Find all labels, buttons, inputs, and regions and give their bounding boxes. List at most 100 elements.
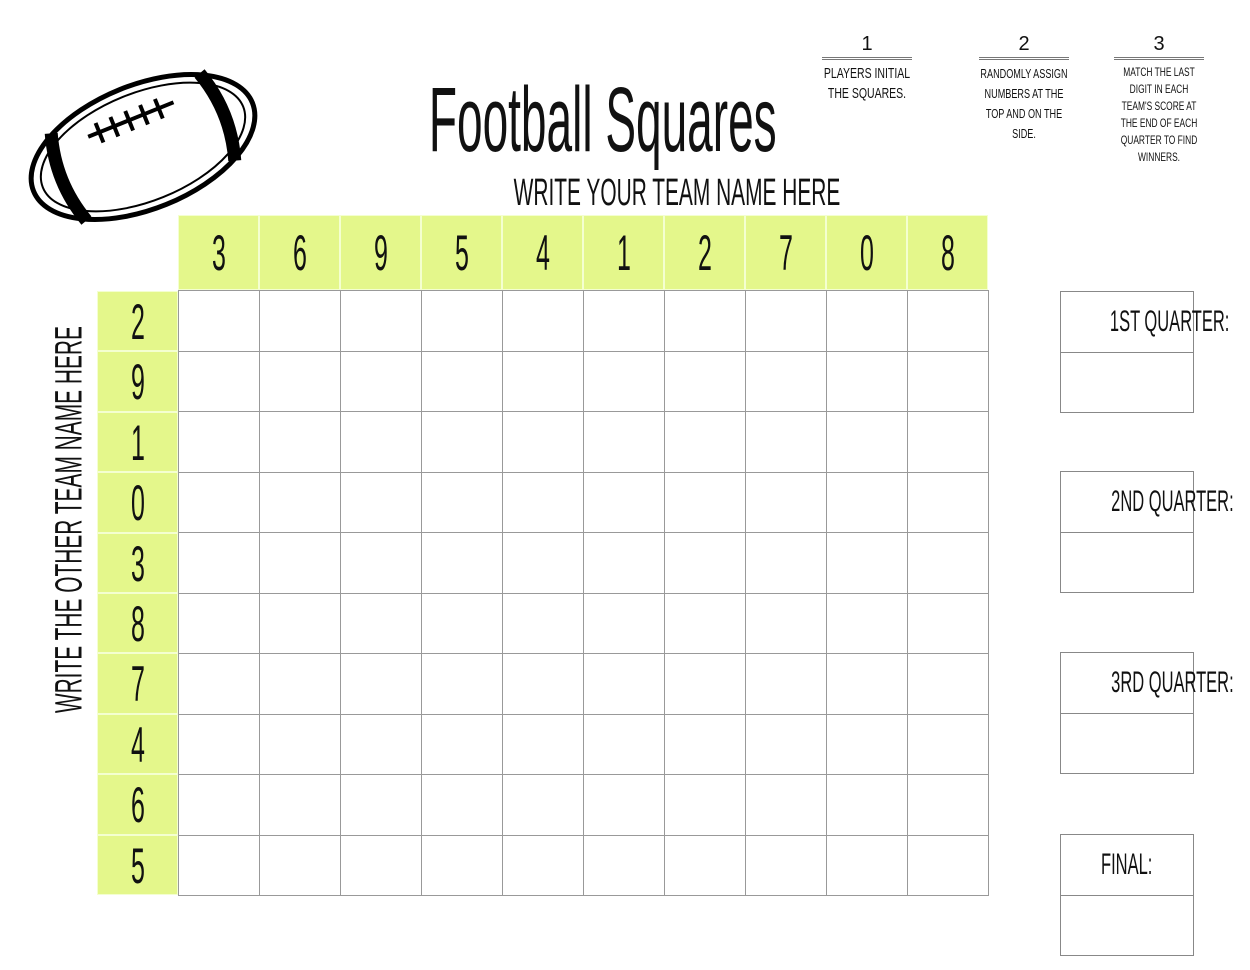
square[interactable] [746, 654, 827, 715]
quarter-winner-field[interactable] [1061, 714, 1193, 773]
square[interactable] [827, 533, 908, 594]
square[interactable] [179, 654, 260, 715]
square[interactable] [260, 351, 341, 412]
square[interactable] [908, 291, 989, 352]
square[interactable] [341, 654, 422, 715]
square[interactable] [341, 351, 422, 412]
square[interactable] [908, 714, 989, 775]
square[interactable] [422, 351, 503, 412]
square[interactable] [422, 472, 503, 533]
square[interactable] [341, 593, 422, 654]
square[interactable] [584, 835, 665, 896]
square[interactable] [179, 351, 260, 412]
square[interactable] [908, 593, 989, 654]
square[interactable] [665, 533, 746, 594]
square[interactable] [503, 714, 584, 775]
square[interactable] [584, 593, 665, 654]
square[interactable] [422, 533, 503, 594]
square[interactable] [260, 291, 341, 352]
square[interactable] [827, 291, 908, 352]
square[interactable] [908, 835, 989, 896]
square[interactable] [746, 291, 827, 352]
square[interactable] [584, 775, 665, 836]
square[interactable] [746, 351, 827, 412]
square[interactable] [260, 412, 341, 473]
square[interactable] [179, 593, 260, 654]
square[interactable] [908, 351, 989, 412]
square[interactable] [422, 412, 503, 473]
square[interactable] [746, 412, 827, 473]
quarter-winner-field[interactable] [1061, 896, 1193, 955]
square[interactable] [746, 593, 827, 654]
square[interactable] [827, 714, 908, 775]
quarter-winner-field[interactable] [1061, 533, 1193, 592]
square[interactable] [341, 714, 422, 775]
square[interactable] [665, 714, 746, 775]
square[interactable] [584, 714, 665, 775]
square[interactable] [665, 835, 746, 896]
square[interactable] [665, 593, 746, 654]
square[interactable] [503, 351, 584, 412]
square[interactable] [827, 654, 908, 715]
square[interactable] [908, 472, 989, 533]
square[interactable] [503, 291, 584, 352]
square[interactable] [584, 654, 665, 715]
square[interactable] [665, 472, 746, 533]
square[interactable] [503, 593, 584, 654]
square[interactable] [179, 291, 260, 352]
square[interactable] [260, 835, 341, 896]
square[interactable] [341, 412, 422, 473]
square[interactable] [503, 472, 584, 533]
square[interactable] [422, 835, 503, 896]
square[interactable] [746, 472, 827, 533]
square[interactable] [908, 654, 989, 715]
square[interactable] [503, 533, 584, 594]
square[interactable] [908, 412, 989, 473]
square[interactable] [422, 775, 503, 836]
square[interactable] [503, 775, 584, 836]
square[interactable] [746, 775, 827, 836]
square[interactable] [584, 533, 665, 594]
square[interactable] [746, 714, 827, 775]
square[interactable] [827, 775, 908, 836]
quarter-winner-field[interactable] [1061, 353, 1193, 412]
square[interactable] [260, 775, 341, 836]
square[interactable] [908, 775, 989, 836]
square[interactable] [665, 291, 746, 352]
square[interactable] [260, 654, 341, 715]
square[interactable] [746, 835, 827, 896]
square[interactable] [827, 351, 908, 412]
square[interactable] [179, 533, 260, 594]
square[interactable] [584, 472, 665, 533]
square[interactable] [665, 412, 746, 473]
square[interactable] [584, 291, 665, 352]
square[interactable] [746, 533, 827, 594]
square[interactable] [908, 533, 989, 594]
square[interactable] [341, 472, 422, 533]
square[interactable] [260, 593, 341, 654]
square[interactable] [260, 714, 341, 775]
square[interactable] [827, 835, 908, 896]
square[interactable] [422, 593, 503, 654]
square[interactable] [827, 412, 908, 473]
square[interactable] [341, 533, 422, 594]
square[interactable] [665, 351, 746, 412]
square[interactable] [503, 654, 584, 715]
square[interactable] [179, 835, 260, 896]
square[interactable] [665, 654, 746, 715]
square[interactable] [827, 593, 908, 654]
square[interactable] [341, 291, 422, 352]
square[interactable] [341, 775, 422, 836]
square[interactable] [827, 472, 908, 533]
square[interactable] [422, 291, 503, 352]
square[interactable] [422, 654, 503, 715]
square[interactable] [584, 351, 665, 412]
square[interactable] [503, 412, 584, 473]
square[interactable] [341, 835, 422, 896]
square[interactable] [179, 412, 260, 473]
square[interactable] [260, 472, 341, 533]
square[interactable] [665, 775, 746, 836]
square[interactable] [422, 714, 503, 775]
square[interactable] [179, 775, 260, 836]
square[interactable] [260, 533, 341, 594]
